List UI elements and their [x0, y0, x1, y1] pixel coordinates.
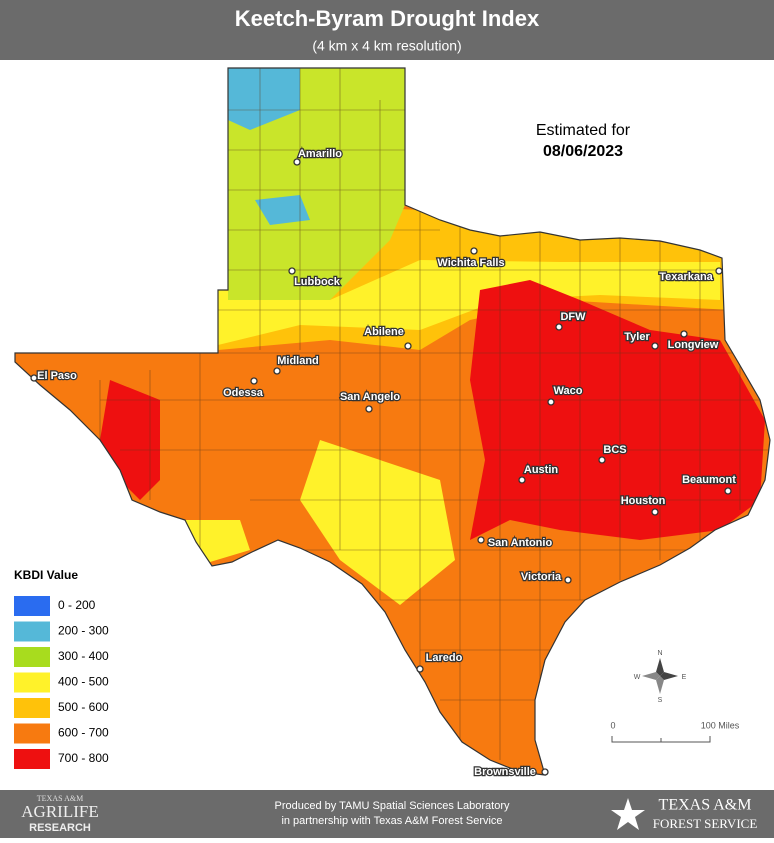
legend-label: 300 - 400 [58, 649, 109, 663]
legend-label: 700 - 800 [58, 751, 109, 765]
county-lines [15, 68, 770, 760]
city-dot [293, 158, 301, 166]
footer-bar [0, 790, 774, 838]
region [218, 260, 720, 345]
estimate-label: Estimated for [536, 122, 631, 139]
header-bar [0, 0, 774, 60]
city-label: Waco [554, 385, 583, 397]
city-dot [273, 367, 281, 375]
legend-swatch [14, 723, 50, 744]
legend-swatch [14, 749, 50, 769]
city-dot [365, 405, 373, 413]
legend-swatch [14, 672, 50, 693]
legend-label: 200 - 300 [58, 624, 109, 638]
city-label: Texarkana [659, 271, 713, 283]
legend-swatch [14, 647, 50, 667]
city-label: Longview [668, 339, 719, 351]
compass-needle [642, 672, 660, 680]
city-label: San Antonio [488, 537, 553, 549]
legend-swatch [14, 596, 50, 616]
compass-needle [656, 676, 664, 694]
legend-swatch [14, 621, 50, 642]
city-dot [288, 267, 296, 275]
city-dot [30, 374, 38, 382]
compass-s: S [658, 697, 663, 704]
city-dot [724, 487, 732, 495]
city-label: Midland [277, 355, 319, 367]
scale-end: 100 Miles [701, 720, 740, 730]
scale-start: 0 [610, 720, 615, 730]
scale-line [611, 736, 711, 743]
logo-star [611, 798, 645, 830]
city-dot [470, 247, 478, 255]
city-label: Lubbock [294, 276, 341, 288]
subtitle: (4 km x 4 km resolution) [312, 38, 461, 54]
city-label: Austin [524, 464, 559, 476]
state-outline [14, 67, 771, 776]
city-dot [250, 377, 258, 385]
compass: N S E W [634, 650, 687, 704]
city-dot [547, 398, 555, 406]
logo-text: TEXAS A&M [37, 794, 83, 803]
region [255, 195, 310, 225]
title: Keetch-Byram Drought Index [235, 6, 540, 31]
region [470, 280, 765, 540]
region [228, 68, 300, 130]
city-label: Odessa [223, 387, 264, 399]
legend-swatch [14, 698, 50, 718]
logo-text: FOREST SERVICE [653, 816, 758, 831]
city-dot [541, 768, 549, 776]
compass-n: N [657, 650, 662, 657]
logo-text: TEXAS A&M [659, 797, 752, 814]
city-label: El Paso [37, 370, 77, 382]
estimate-date: 08/06/2023 [543, 143, 623, 160]
scale-bar [611, 736, 711, 743]
city-label: BCS [603, 444, 626, 456]
compass-needle [656, 658, 664, 676]
cities: Amarillo Lubbock Wichita Falls Texarkana DFW… [30, 147, 737, 779]
city-label: Beaumont [682, 474, 736, 486]
legend-title: KBDI Value [14, 568, 78, 582]
city-label: Amarillo [298, 148, 342, 160]
city-dot [715, 267, 723, 275]
city-dot [404, 342, 412, 350]
compass-w: W [634, 674, 641, 681]
city-label: Tyler [624, 331, 650, 343]
compass-needle [660, 672, 678, 680]
legend-label: 0 - 200 [58, 598, 96, 612]
city-dot [680, 330, 688, 338]
legend-label: 500 - 600 [58, 700, 109, 714]
city-label: Abilene [364, 326, 404, 338]
city-dot [477, 536, 485, 544]
compass-e: E [682, 674, 687, 681]
city-label: Victoria [521, 571, 562, 583]
region [300, 440, 455, 605]
city-dot [651, 342, 659, 350]
city-dot [598, 456, 606, 464]
city-label: Wichita Falls [437, 257, 504, 269]
footer-line: in partnership with Texas A&M Forest Ser… [281, 815, 502, 827]
legend-label: 600 - 700 [58, 726, 109, 740]
city-dot [416, 665, 424, 673]
region [228, 68, 405, 300]
city-label: Brownsville [474, 766, 536, 778]
city-dot [518, 476, 526, 484]
logo-text: AGRILIFE [21, 802, 98, 821]
city-label: Laredo [426, 652, 463, 664]
legend-label: 400 - 500 [58, 675, 109, 689]
city-label: San Angelo [340, 391, 400, 403]
city-label: DFW [560, 311, 586, 323]
logo-text: RESEARCH [29, 822, 91, 834]
city-label: Houston [621, 495, 666, 507]
footer-line: Produced by TAMU Spatial Sciences Labora… [275, 800, 510, 812]
city-dot [555, 323, 563, 331]
city-dot [651, 508, 659, 516]
city-dot [564, 576, 572, 584]
legend: 0 - 200 200 - 300 300 - 400 400 - 500 500 - … [14, 596, 109, 769]
